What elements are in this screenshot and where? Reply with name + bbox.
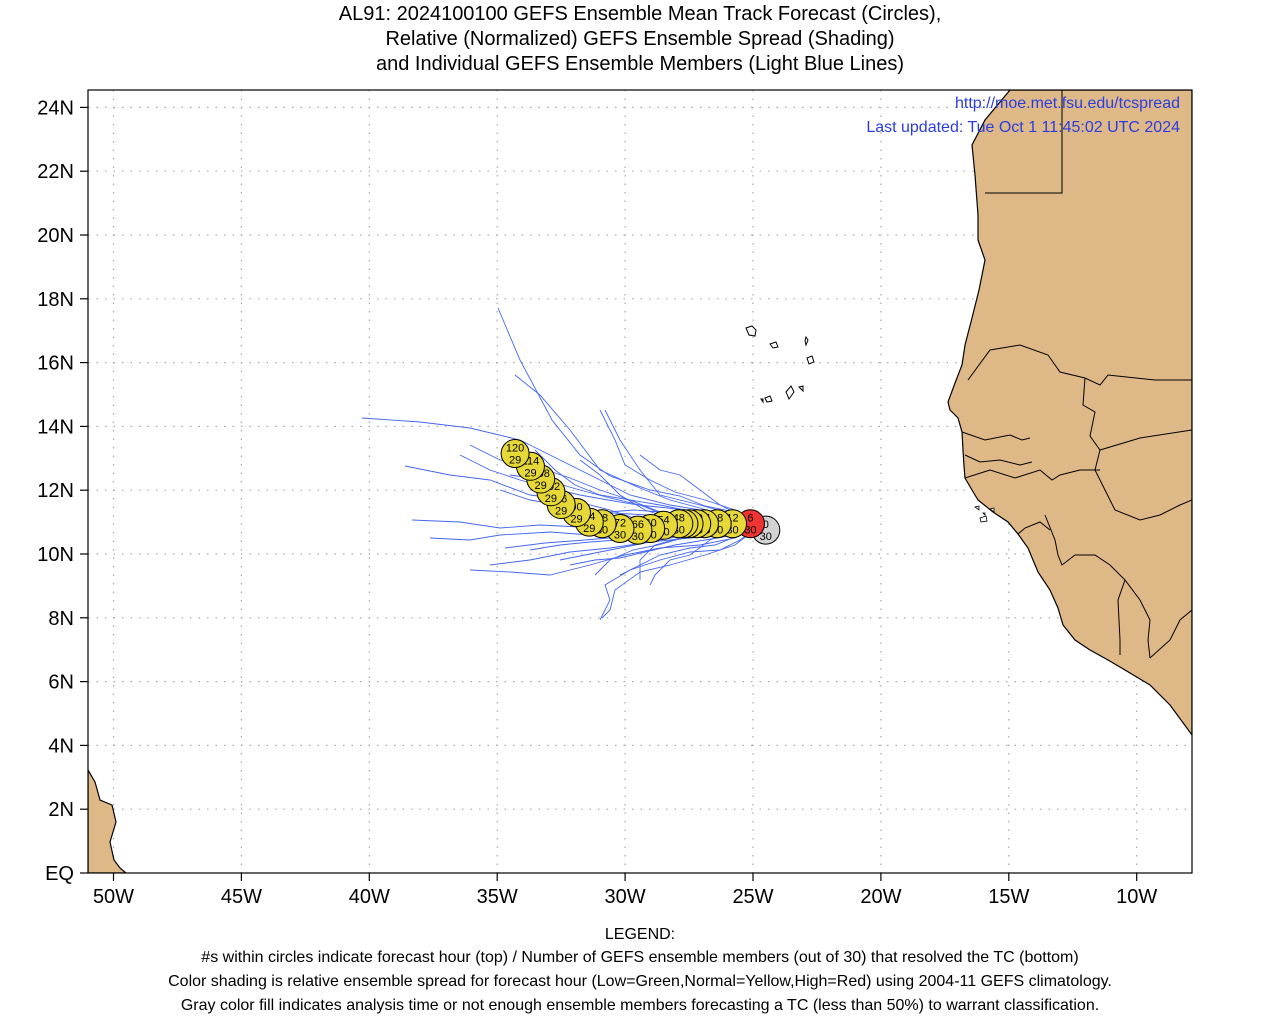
lat-tick-label: 12N bbox=[37, 480, 74, 502]
lat-tick-label: 14N bbox=[37, 416, 74, 438]
legend-heading: LEGEND: bbox=[604, 926, 676, 943]
ensemble-member-track bbox=[601, 526, 759, 619]
lon-tick-label: 40W bbox=[349, 886, 390, 908]
forecast-hour-label: 66 bbox=[632, 519, 644, 531]
plot-frame bbox=[87, 89, 1193, 874]
country-borders bbox=[961, 90, 1192, 659]
ensemble-member-track bbox=[599, 526, 759, 621]
forecast-hour-label: 6 bbox=[747, 513, 753, 525]
forecast-hour-label: 72 bbox=[614, 517, 626, 529]
longitude-axis: 50W 45W 40W 35W 30W 25W 20W 15W 10W bbox=[93, 873, 1157, 908]
lat-tick-label: 4N bbox=[48, 735, 74, 757]
forecast-circle-fill bbox=[500, 439, 530, 469]
lat-tick-label: 22N bbox=[37, 161, 74, 183]
lon-tick-label: 50W bbox=[93, 886, 134, 908]
member-count-label: 30 bbox=[744, 525, 756, 537]
member-count-label: 29 bbox=[509, 455, 521, 467]
lat-tick-label: 2N bbox=[48, 799, 74, 821]
bissagos-islands bbox=[974, 505, 995, 523]
member-count-label: 29 bbox=[570, 514, 582, 526]
legend-line-3: Gray color fill indicates analysis time … bbox=[180, 997, 1100, 1014]
landmasses bbox=[88, 90, 1192, 873]
member-count-label: 30 bbox=[760, 531, 772, 543]
map-title-line-1: AL91: 2024100100 GEFS Ensemble Mean Trac… bbox=[338, 3, 942, 25]
map-title-line-3: and Individual GEFS Ensemble Members (Li… bbox=[375, 53, 905, 75]
lat-tick-label: 6N bbox=[48, 672, 74, 694]
lat-tick-label: 8N bbox=[48, 608, 74, 630]
member-count-label: 30 bbox=[632, 531, 644, 543]
last-updated-text: Last updated: Tue Oct 1 11:45:02 UTC 202… bbox=[866, 119, 1180, 136]
lat-tick-label: 10N bbox=[37, 544, 74, 566]
latitude-axis: 24N 22N 20N 18N 16N 14N 12N 10N 8N 6N 4N 2N EQ bbox=[37, 97, 88, 885]
forecast-hour-label: 0 bbox=[763, 519, 769, 531]
lon-tick-label: 35W bbox=[477, 886, 518, 908]
lat-tick-label: 20N bbox=[37, 225, 74, 247]
member-count-label: 29 bbox=[535, 480, 547, 492]
lat-tick-label: 24N bbox=[37, 97, 74, 119]
forecast-hour-label: 120 bbox=[506, 443, 524, 455]
lat-tick-label: EQ bbox=[45, 863, 74, 885]
map-title-line-2: Relative (Normalized) GEFS Ensemble Spre… bbox=[385, 28, 895, 50]
lat-tick-label: 16N bbox=[37, 353, 74, 375]
legend-line-2: Color shading is relative ensemble sprea… bbox=[168, 973, 1112, 990]
lon-tick-label: 20W bbox=[860, 886, 901, 908]
ensemble-member-track bbox=[469, 526, 759, 576]
lat-tick-label: 18N bbox=[37, 289, 74, 311]
member-count-label: 29 bbox=[545, 493, 557, 505]
africa-landmass bbox=[947, 90, 1192, 737]
member-count-label: 29 bbox=[583, 523, 595, 535]
member-count-label: 29 bbox=[524, 467, 536, 479]
lon-tick-label: 25W bbox=[732, 886, 773, 908]
member-count-label: 29 bbox=[555, 506, 567, 518]
lon-tick-label: 10W bbox=[1116, 886, 1157, 908]
lon-tick-label: 45W bbox=[221, 886, 262, 908]
track-map: 0306301230183024303030363042304830543060… bbox=[37, 89, 1193, 908]
ensemble-member-track bbox=[599, 409, 759, 528]
lon-tick-label: 15W bbox=[988, 886, 1029, 908]
ensemble-mean-track: 0306301230183024303030363042304830543060… bbox=[500, 439, 781, 545]
member-count-label: 30 bbox=[614, 529, 626, 541]
lon-tick-label: 30W bbox=[605, 886, 646, 908]
cape-verde-islands bbox=[745, 325, 815, 404]
source-url-link[interactable]: http://moe.met.fsu.edu/tcspread bbox=[955, 95, 1180, 112]
legend-line-1: #s within circles indicate forecast hour… bbox=[201, 949, 1079, 966]
south-america-landmass bbox=[88, 768, 127, 873]
ensemble-member-track bbox=[497, 307, 759, 528]
